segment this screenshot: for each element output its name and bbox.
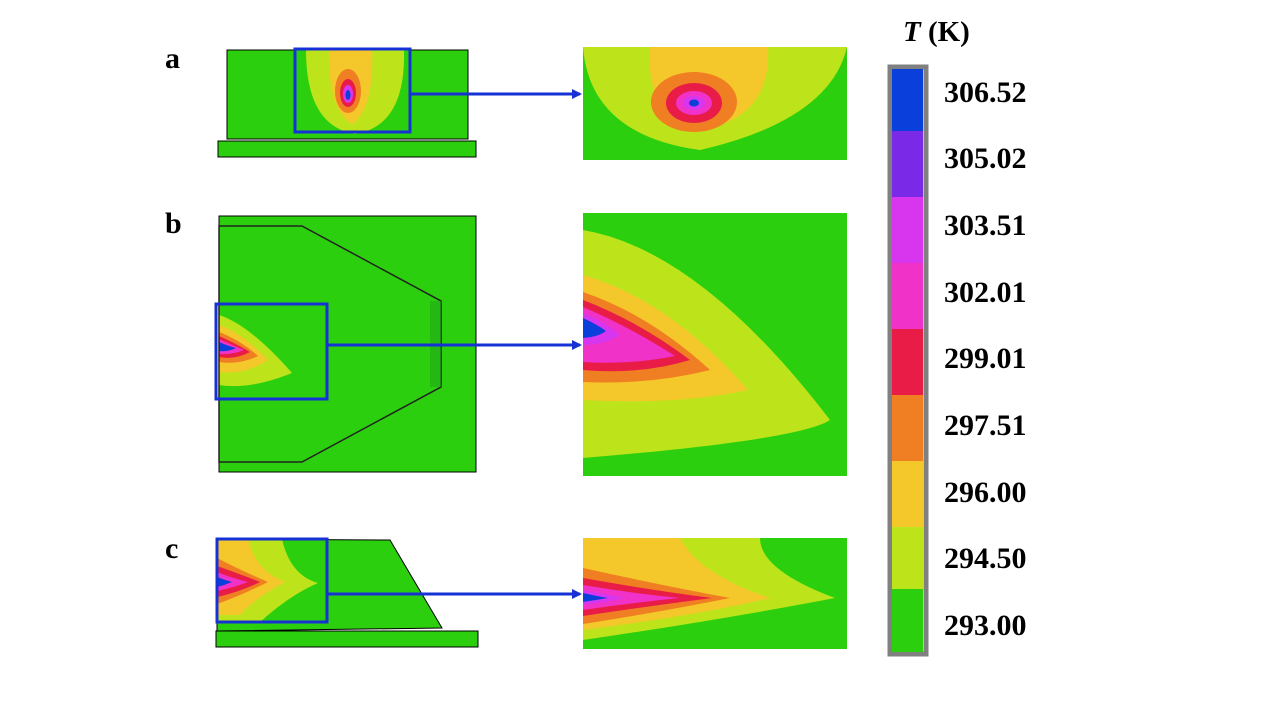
- colorbar-segment-299: [892, 329, 923, 395]
- panel-c-model: [215, 537, 582, 648]
- colorbar-segment-305: [892, 131, 923, 197]
- colorbar-segment-297: [892, 395, 923, 461]
- panel-label-c: c: [165, 532, 179, 565]
- colorbar: [887, 64, 929, 657]
- panel-b-model: [214, 215, 582, 473]
- colorbar-tick-label: 296.00: [944, 476, 1027, 509]
- panel-a-base-plate: [217, 140, 477, 158]
- panel-c-zoom: [583, 538, 847, 649]
- colorbar-tick-label: 297.51: [944, 409, 1027, 442]
- colorbar-segment-293: [892, 589, 923, 652]
- colorbar-tick-label: 305.02: [944, 142, 1027, 175]
- colorbar-tick-label: 299.01: [944, 342, 1027, 375]
- colorbar-unit: (K): [927, 16, 970, 48]
- colorbar-tick-label: 302.01: [944, 276, 1027, 309]
- colorbar-tick-label: 306.52: [944, 76, 1027, 109]
- panel-a-zoom: [583, 47, 847, 160]
- colorbar-tick-label: 303.51: [944, 209, 1027, 242]
- colorbar-segment-303: [892, 197, 923, 263]
- panel-a-highlight-box: [293, 47, 412, 134]
- panel-c-highlight-box: [215, 537, 329, 624]
- colorbar-segment-306: [892, 69, 923, 131]
- panel-label-b: b: [165, 207, 182, 240]
- colorbar-symbol: T: [903, 16, 921, 48]
- panel-b-highlight-box: [214, 302, 329, 401]
- colorbar-segment-296: [892, 461, 923, 527]
- panel-b-zoom: [583, 213, 847, 476]
- panel-a-contour-306: [345, 90, 351, 100]
- panel-label-a: a: [165, 42, 180, 75]
- panel-a-model: [217, 47, 582, 158]
- colorbar-segment-294: [892, 527, 923, 589]
- colorbar-tick-label: 293.00: [944, 609, 1027, 642]
- colorbar-title: T (K): [903, 16, 970, 49]
- colorbar-tick-label: 294.50: [944, 542, 1027, 575]
- colorbar-segment-302: [892, 263, 923, 329]
